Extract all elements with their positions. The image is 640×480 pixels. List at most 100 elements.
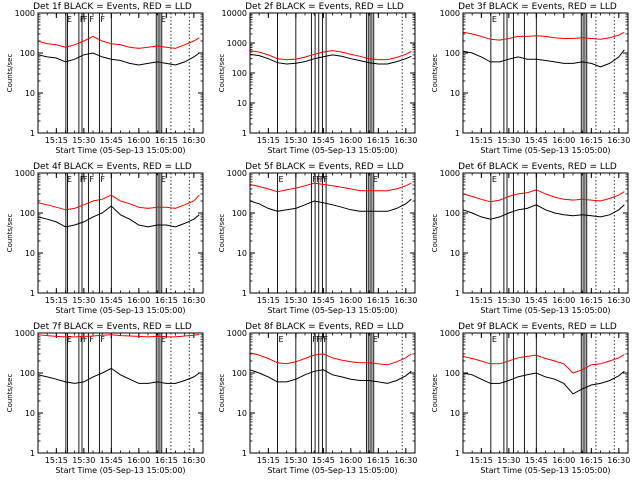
x-axis-label: Start Time (05-Sep-13 15:05:00) [267,466,397,475]
event-marker-label: F [80,335,85,344]
chart-title: Det 3f BLACK = Events, RED = LLD [458,2,617,12]
series-line-lld [249,182,412,193]
series-line-events [37,205,200,228]
chart-title: Det 9f BLACK = Events, RED = LLD [458,322,617,332]
x-tick-label: 16:15 [155,456,178,465]
event-marker-label: F [100,175,105,184]
x-tick-label: 16:15 [367,136,390,145]
x-axis-label: Start Time (05-Sep-13 15:05:00) [480,146,610,155]
x-tick-label: 15:15 [45,296,68,305]
x-tick-label: 15:45 [100,456,123,465]
event-marker-label: E [161,335,166,344]
series-line-events [37,367,200,384]
x-tick-label: 16:30 [607,296,630,305]
plot-frame [462,172,629,294]
y-axis-label: Counts/sec [431,374,439,413]
event-marker-label: F [320,175,325,184]
series-line-lld [249,352,412,366]
x-tick-label: 16:15 [580,296,603,305]
x-tick-label: 16:30 [182,456,205,465]
x-tick-label: 16:00 [127,456,150,465]
y-tick-label: 100 [445,49,460,58]
event-marker-label: E [161,175,166,184]
series-line-lld [37,333,200,338]
event-marker-label: E [492,175,497,184]
event-marker-label: E [492,335,497,344]
x-tick-label: 15:45 [100,136,123,145]
y-tick-label: 100 [445,369,460,378]
y-tick-label: 10 [25,409,35,418]
chart-panel-9: Det 9f BLACK = Events, RED = LLD Counts/s… [431,322,630,475]
x-tick-label: 16:00 [552,296,575,305]
x-axis-label: Start Time (05-Sep-13 15:05:00) [55,466,185,475]
x-tick-label: 16:00 [339,296,362,305]
series-line-lld [37,194,200,211]
y-axis-label: Counts/sec [431,214,439,253]
plot-frame [37,172,204,294]
series-line-events [249,198,412,212]
event-marker-label: E [373,335,378,344]
x-axis-label: Start Time (05-Sep-13 15:05:00) [480,306,610,315]
event-marker-label: E [373,175,378,184]
y-tick-label: 1 [242,129,247,138]
x-axis-label: Start Time (05-Sep-13 15:05:00) [55,306,185,315]
x-tick-label: 16:15 [367,456,390,465]
plot-frame [37,332,204,454]
y-tick-label: 1000 [227,169,247,178]
y-tick-label: 1 [242,289,247,298]
x-tick-label: 16:00 [339,136,362,145]
x-tick-label: 15:15 [45,456,68,465]
event-marker-label: F [83,15,88,24]
event-marker-label: F [100,335,105,344]
chart-panel-5: Det 5f BLACK = Events, RED = LLD Counts/s… [218,162,417,315]
chart-panel-6: Det 6f BLACK = Events, RED = LLD Counts/s… [431,162,630,315]
event-marker-label: E [492,15,497,24]
event-marker-label: E [161,15,166,24]
series-line-events [462,204,625,220]
y-tick-label: 10000 [222,9,247,18]
x-tick-label: 15:30 [497,456,520,465]
x-tick-label: 15:45 [312,136,335,145]
event-marker-label: F [323,335,328,344]
event-marker-label: F [320,335,325,344]
x-axis-label: Start Time (05-Sep-13 15:05:00) [55,146,185,155]
event-marker-label: E [67,335,72,344]
chart-panel-1: Det 1f BLACK = Events, RED = LLD Counts/s… [6,2,205,155]
y-tick-label: 1000 [440,329,460,338]
x-tick-label: 15:45 [100,296,123,305]
y-tick-label: 10 [237,99,247,108]
event-marker-label: F [312,175,317,184]
y-tick-label: 1 [455,449,460,458]
x-tick-label: 16:30 [394,296,417,305]
x-tick-label: 16:15 [155,296,178,305]
x-tick-label: 15:15 [45,136,68,145]
x-tick-label: 15:15 [470,296,493,305]
y-tick-label: 1 [30,289,35,298]
plot-frame [249,172,416,294]
y-tick-label: 1 [30,449,35,458]
event-marker-label: F [89,15,94,24]
event-marker-label: E [67,175,72,184]
series-line-lld [462,189,625,203]
x-tick-label: 15:30 [284,456,307,465]
y-axis-label: Counts/sec [6,214,14,253]
x-tick-label: 15:45 [312,456,335,465]
y-tick-label: 1000 [15,9,35,18]
y-axis-label: Counts/sec [431,54,439,93]
y-tick-label: 1 [30,129,35,138]
x-tick-label: 16:30 [394,136,417,145]
plot-frame [462,332,629,454]
x-axis-label: Start Time (05-Sep-13 15:05:00) [267,306,397,315]
event-marker-label: E [67,15,72,24]
x-tick-label: 16:30 [182,136,205,145]
x-tick-label: 16:15 [367,296,390,305]
y-tick-label: 100 [20,209,35,218]
x-tick-label: 15:30 [284,136,307,145]
chart-panel-8: Det 8f BLACK = Events, RED = LLD Counts/s… [218,322,417,475]
chart-panel-3: Det 3f BLACK = Events, RED = LLD Counts/s… [431,2,630,155]
event-marker-label: F [89,175,94,184]
event-marker-label: E [279,335,284,344]
y-tick-label: 1000 [227,329,247,338]
y-tick-label: 10 [25,89,35,98]
x-tick-label: 15:30 [497,136,520,145]
